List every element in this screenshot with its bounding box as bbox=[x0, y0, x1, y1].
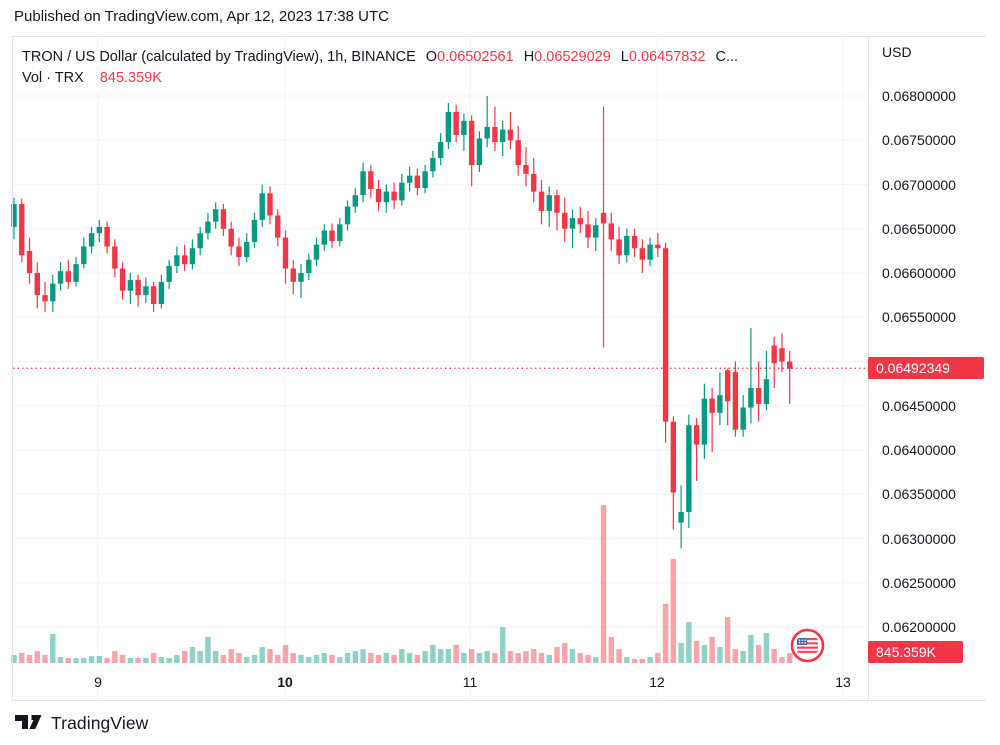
ohlc-values: O0.06502561 H0.06529029 L0.06457832 C... bbox=[416, 49, 738, 65]
tradingview-logo-text: TradingView bbox=[51, 712, 149, 733]
grid-layer bbox=[13, 37, 868, 699]
tradingview-logo-icon bbox=[15, 715, 42, 729]
time-tick-10: 10 bbox=[277, 674, 293, 690]
legend-volume-row: Vol · TRX 845.359K bbox=[22, 68, 738, 89]
ohlc-label-1: H bbox=[523, 49, 535, 65]
time-axis: 9 10 11 12 13 bbox=[0, 670, 868, 696]
volume-layer bbox=[11, 505, 793, 663]
price-tick-11: 0.06250000 bbox=[882, 574, 956, 591]
price-tick-10: 0.06300000 bbox=[882, 530, 956, 547]
price-tick-8: 0.06400000 bbox=[882, 442, 956, 458]
price-tick-0: 0.06800000 bbox=[882, 88, 956, 104]
last-price-badge: 0.06492349 bbox=[868, 357, 984, 380]
chart-legend: TRON / US Dollar (calculated by TradingV… bbox=[22, 47, 738, 89]
price-tick-9: 0.06350000 bbox=[882, 486, 956, 503]
last-volume-badge: 845.359K bbox=[868, 641, 963, 663]
publish-bar: Published on TradingView.com, Apr 12, 20… bbox=[0, 0, 1000, 36]
price-tick-1: 0.06750000 bbox=[882, 132, 956, 149]
volume-value: 845.359K bbox=[99, 70, 162, 86]
ohlc-label-0: O bbox=[425, 49, 438, 65]
time-tick-9: 9 bbox=[94, 674, 102, 690]
price-tick-3: 0.06650000 bbox=[882, 220, 956, 237]
ohlc-label-3: C... bbox=[715, 49, 739, 65]
price-tick-5: 0.06550000 bbox=[882, 309, 956, 326]
ohlc-value-1: 0.06529029 bbox=[534, 49, 611, 65]
ohlc-value-0: 0.06502561 bbox=[437, 49, 514, 65]
price-tick-2: 0.06700000 bbox=[882, 176, 956, 193]
price-tick-7: 0.06450000 bbox=[882, 397, 956, 414]
currency-label: USD bbox=[882, 44, 912, 60]
ohlc-label-2: L bbox=[620, 49, 629, 65]
price-axis: USD 0.06800000 0.06750000 0.06700000 0.0665… bbox=[868, 36, 1000, 700]
time-tick-11: 11 bbox=[462, 674, 478, 690]
time-tick-13: 13 bbox=[835, 674, 851, 690]
price-tick-4: 0.06600000 bbox=[882, 265, 956, 281]
time-tick-12: 12 bbox=[649, 674, 665, 690]
ohlc-value-2: 0.06457832 bbox=[628, 49, 706, 65]
us-flag-icon bbox=[790, 628, 825, 663]
symbol-title: TRON / US Dollar (calculated by TradingV… bbox=[22, 49, 416, 65]
legend-symbol-row: TRON / US Dollar (calculated by TradingV… bbox=[22, 47, 738, 68]
volume-label: Vol · TRX bbox=[22, 70, 84, 86]
published-text: Published on TradingView.com, Apr 12, 20… bbox=[14, 8, 389, 25]
tradingview-logo: TradingView bbox=[14, 708, 148, 738]
candles-layer bbox=[11, 96, 793, 549]
price-tick-12: 0.06200000 bbox=[882, 619, 956, 635]
